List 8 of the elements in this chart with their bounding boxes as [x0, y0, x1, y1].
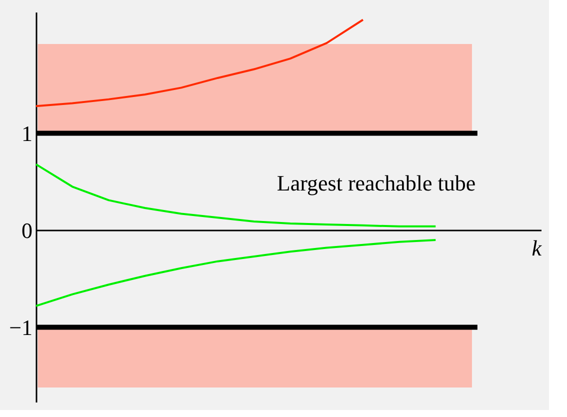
y-tick-label: −1: [9, 314, 32, 340]
y-tick-label: 1: [22, 120, 32, 146]
line-series: [35, 238, 437, 307]
x-axis-title: k: [532, 236, 543, 260]
line-series: [35, 18, 364, 108]
y-tick-label: 0: [22, 218, 32, 243]
annotation: Largest reachable tube: [276, 170, 476, 196]
line-series: [35, 163, 437, 228]
